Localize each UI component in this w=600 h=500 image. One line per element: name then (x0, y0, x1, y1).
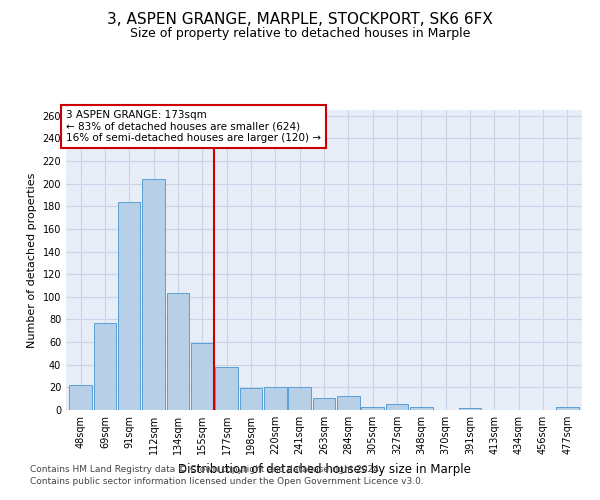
Bar (361, 406, 384, 410)
Bar (70, 385, 92, 410)
Bar (556, 406, 578, 410)
Bar (240, 388, 262, 410)
Bar (167, 294, 189, 410)
Bar (142, 179, 165, 410)
Bar (215, 367, 238, 410)
Bar (459, 408, 481, 410)
Text: Contains HM Land Registry data © Crown copyright and database right 2024.: Contains HM Land Registry data © Crown c… (30, 466, 382, 474)
X-axis label: Distribution of detached houses by size in Marple: Distribution of detached houses by size … (178, 462, 470, 475)
Text: Size of property relative to detached houses in Marple: Size of property relative to detached ho… (130, 28, 470, 40)
Bar (94, 323, 116, 410)
Text: 3 ASPEN GRANGE: 173sqm
← 83% of detached houses are smaller (624)
16% of semi-de: 3 ASPEN GRANGE: 173sqm ← 83% of detached… (66, 110, 321, 143)
Text: 3, ASPEN GRANGE, MARPLE, STOCKPORT, SK6 6FX: 3, ASPEN GRANGE, MARPLE, STOCKPORT, SK6 … (107, 12, 493, 28)
Bar (264, 388, 287, 410)
Bar (313, 398, 335, 410)
Bar (289, 388, 311, 410)
Y-axis label: Number of detached properties: Number of detached properties (27, 172, 37, 348)
Bar (118, 202, 140, 410)
Bar (191, 343, 214, 410)
Bar (410, 406, 433, 410)
Bar (386, 404, 408, 410)
Text: Contains public sector information licensed under the Open Government Licence v3: Contains public sector information licen… (30, 476, 424, 486)
Bar (337, 396, 359, 410)
